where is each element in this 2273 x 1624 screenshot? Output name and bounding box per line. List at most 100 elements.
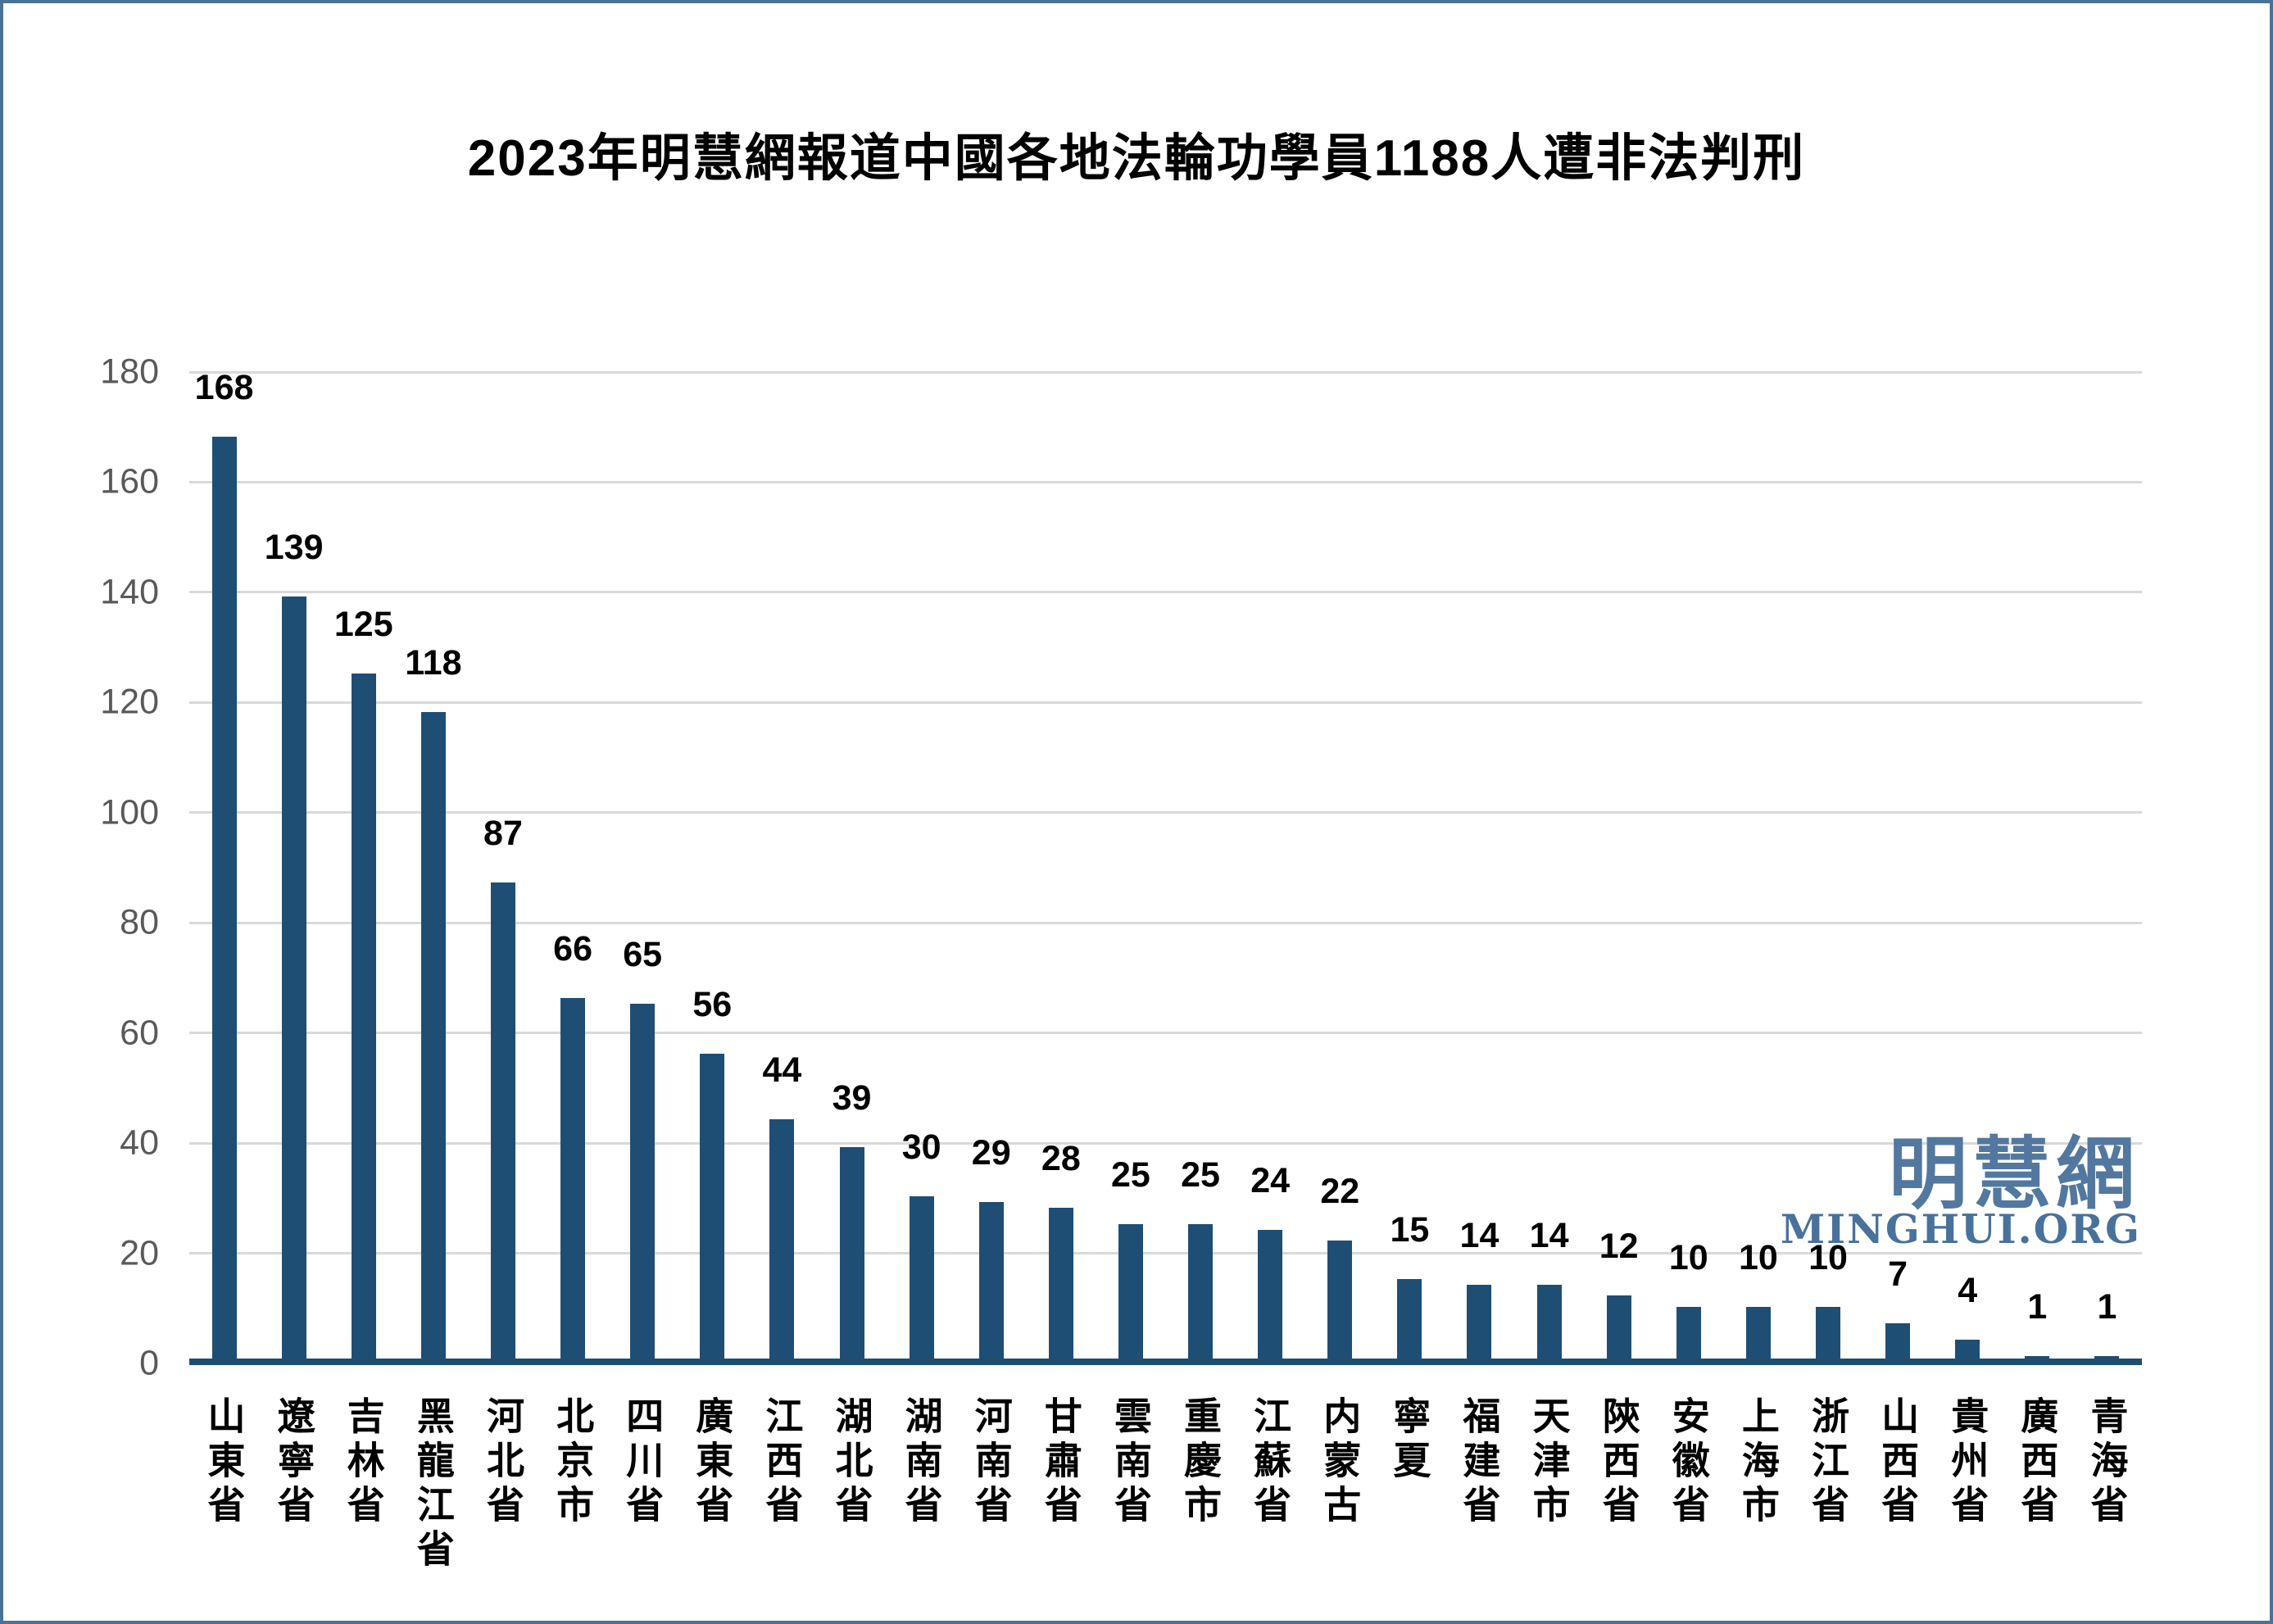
x-axis-category-label: 河南省 [969,1396,1013,1529]
bar [769,1119,795,1363]
bar [2025,1356,2050,1363]
bar [839,1146,864,1363]
y-axis-tick-label: 80 [120,902,159,942]
x-axis-category-label: 遼寧省 [272,1396,315,1529]
gridline [189,370,2142,374]
bar [1397,1279,1422,1363]
gridline [189,1032,2142,1035]
bar-value-label: 15 [1390,1210,1430,1250]
x-axis-category-label: 浙江省 [1807,1396,1850,1529]
bar-value-label: 56 [692,984,733,1024]
x-axis-category-label: 四川省 [621,1396,665,1529]
bar [1048,1207,1073,1363]
bar-value-label: 1 [2097,1287,2117,1327]
bar [1118,1223,1143,1363]
x-axis-category-label: 上海市 [1736,1396,1780,1529]
bar [1188,1223,1214,1363]
bar-value-label: 125 [333,604,393,644]
y-axis-tick-label: 180 [100,352,159,392]
bar-value-label: 30 [901,1127,941,1168]
x-axis-category-label: 湖北省 [830,1396,873,1529]
x-axis-category-label: 北京市 [551,1396,595,1529]
x-axis-category-label: 湖南省 [900,1396,943,1529]
bar-value-label: 7 [1888,1254,1908,1294]
bar-value-label: 24 [1250,1160,1291,1200]
bar-value-label: 29 [971,1133,1011,1173]
bar-value-label: 10 [1808,1237,1848,1277]
bar-value-label: 25 [1181,1154,1220,1195]
bar [1258,1229,1283,1363]
bar [630,1004,656,1363]
x-axis-category-label: 青海省 [2085,1396,2129,1529]
x-axis-category-label: 廣西省 [2016,1396,2059,1529]
bar-value-label: 12 [1599,1227,1639,1267]
bar [1885,1322,1911,1363]
x-axis-category-label: 山東省 [202,1396,246,1529]
bar-value-label: 14 [1459,1215,1499,1255]
bar [420,711,446,1363]
bar-value-label: 139 [264,527,324,567]
y-axis-tick-label: 0 [139,1343,159,1383]
x-axis-line [189,1359,2142,1365]
bar-value-label: 65 [623,935,663,975]
bar-value-label: 10 [1668,1237,1708,1277]
bar [211,436,237,1363]
bar [351,673,376,1363]
x-axis-category-label: 貴州省 [1946,1396,1989,1529]
gridline [189,921,2142,924]
bar-value-label: 28 [1041,1138,1081,1178]
gridline [189,811,2142,814]
bar-value-label: 168 [194,367,254,407]
bar-value-label: 44 [762,1050,802,1091]
x-axis-category-label: 天津市 [1527,1396,1571,1529]
bar [700,1053,725,1363]
bar [1606,1295,1631,1363]
minghui-watermark-latin: MINGHUI.ORG [1780,1205,2141,1253]
gridline [189,701,2142,704]
bar [2094,1356,2120,1363]
bar-value-label: 22 [1320,1172,1360,1212]
bar [978,1202,1004,1363]
y-axis-tick-label: 120 [100,682,159,722]
bar [1816,1306,1841,1363]
x-axis-category-label: 雲南省 [1109,1396,1152,1529]
y-axis-tick-label: 140 [100,572,159,612]
gridline [189,1252,2142,1255]
chart-title: 2023年明慧網報道中國各地法輪功學員1188人遭非法判刑 [467,130,1806,187]
bar [1955,1340,1980,1363]
y-axis-tick-label: 20 [120,1233,159,1273]
x-axis-category-label: 山西省 [1876,1396,1920,1529]
gridline [189,1141,2142,1145]
x-axis-category-label: 重慶市 [1179,1396,1223,1529]
y-axis-tick-label: 100 [100,792,159,832]
bar-value-label: 39 [832,1077,872,1118]
bar [281,596,306,1363]
minghui-watermark-cjk: 明慧網 [1889,1131,2139,1218]
y-axis-tick-label: 60 [120,1013,159,1053]
bar [1536,1284,1562,1363]
bar-value-label: 10 [1738,1237,1778,1277]
x-axis-category-label: 寧夏 [1388,1396,1431,1485]
bar [1745,1306,1771,1363]
gridline [189,480,2142,483]
gridline [189,591,2142,594]
bar [909,1196,934,1363]
bar [1327,1241,1353,1363]
x-axis-category-label: 安徽省 [1667,1396,1710,1529]
bar [490,882,515,1363]
bar [1676,1306,1701,1363]
x-axis-category-label: 江西省 [760,1396,804,1529]
x-axis-category-label: 江蘇省 [1249,1396,1292,1529]
bar-value-label: 25 [1111,1154,1150,1195]
bar-value-label: 87 [483,814,523,854]
x-axis-category-label: 甘肅省 [1039,1396,1082,1529]
bar [560,998,586,1363]
bar [1467,1284,1492,1363]
x-axis-category-label: 黑龍江省 [411,1396,455,1573]
x-axis-category-label: 吉林省 [342,1396,385,1529]
x-axis-category-label: 陝西省 [1597,1396,1640,1529]
y-axis-tick-label: 40 [120,1123,159,1163]
bar-value-label: 66 [553,929,592,969]
bar-value-label: 4 [1958,1271,1978,1311]
